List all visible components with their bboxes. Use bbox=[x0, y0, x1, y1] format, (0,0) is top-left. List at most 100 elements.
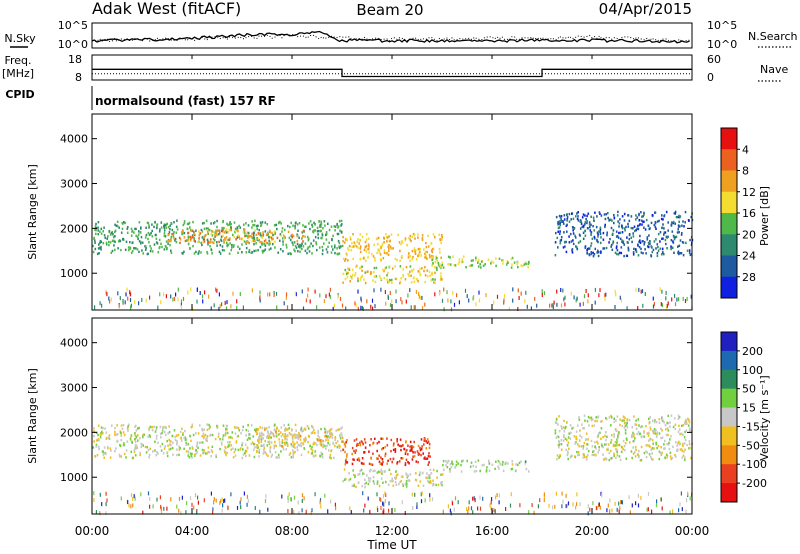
scatter-cell bbox=[560, 238, 563, 242]
scatter-cell bbox=[441, 481, 443, 484]
scatter-cell bbox=[183, 231, 186, 235]
scatter-cell bbox=[610, 424, 612, 427]
scatter-cell bbox=[116, 439, 119, 443]
scatter-cell bbox=[414, 237, 416, 240]
scatter-cell bbox=[288, 453, 291, 456]
scatter-cell bbox=[657, 232, 660, 236]
scatter-cell bbox=[120, 455, 123, 458]
scatter-cell bbox=[328, 292, 330, 297]
scatter-cell bbox=[674, 236, 677, 239]
scatter-cell bbox=[252, 448, 255, 452]
scatter-cell bbox=[384, 267, 386, 270]
scatter-cell bbox=[663, 231, 666, 234]
scatter-cell bbox=[351, 446, 354, 450]
scatter-cell bbox=[357, 481, 360, 484]
scatter-cell bbox=[298, 433, 301, 436]
scatter-cell bbox=[593, 219, 595, 222]
scatter-cell bbox=[97, 445, 100, 449]
scatter-cell bbox=[120, 248, 122, 252]
scatter-cell bbox=[210, 306, 212, 311]
scatter-cell bbox=[611, 219, 613, 222]
scatter-cell bbox=[587, 415, 590, 419]
scatter-cell bbox=[658, 450, 661, 453]
scatter-cell bbox=[434, 271, 436, 275]
scatter-cell bbox=[187, 443, 190, 446]
scatter-cell bbox=[138, 221, 141, 224]
scatter-cell bbox=[262, 231, 264, 234]
scatter-cell bbox=[643, 243, 645, 246]
scatter-cell bbox=[379, 245, 382, 248]
scatter-cell bbox=[250, 251, 252, 254]
scatter-cell bbox=[568, 235, 570, 238]
scatter-cell bbox=[248, 241, 250, 245]
scatter-cell bbox=[591, 445, 594, 448]
scatter-cell bbox=[680, 432, 683, 435]
scatter-cell bbox=[337, 239, 340, 243]
scatter-cell bbox=[564, 427, 566, 430]
scatter-cell bbox=[667, 301, 669, 306]
scatter-cell bbox=[345, 257, 347, 261]
scatter-cell bbox=[625, 421, 627, 424]
scatter-cell bbox=[592, 501, 594, 506]
scatter-cell bbox=[411, 458, 414, 461]
scatter-cell bbox=[377, 508, 379, 512]
scatter-cell bbox=[245, 246, 248, 250]
scatter-cell bbox=[641, 240, 644, 243]
scatter-cell bbox=[441, 261, 444, 264]
scatter-cell bbox=[512, 287, 514, 292]
scatter-cell bbox=[429, 493, 431, 498]
scatter-cell bbox=[359, 238, 361, 242]
scatter-cell bbox=[638, 449, 640, 453]
scatter-cell bbox=[406, 244, 408, 247]
scatter-cell bbox=[564, 295, 566, 300]
nsky-series-line bbox=[91, 30, 690, 44]
scatter-cell bbox=[286, 428, 288, 431]
scatter-cell bbox=[589, 416, 591, 420]
scatter-cell bbox=[622, 415, 625, 418]
scatter-cell bbox=[413, 280, 416, 283]
scatter-cell bbox=[578, 439, 581, 442]
colorbar-swatch bbox=[721, 128, 737, 150]
scatter-cell bbox=[269, 240, 272, 244]
scatter-cell bbox=[619, 458, 622, 462]
scatter-cell bbox=[216, 241, 218, 244]
scatter-cell bbox=[254, 239, 256, 243]
scatter-cell bbox=[288, 427, 291, 430]
scatter-cell bbox=[616, 448, 618, 452]
scatter-cell bbox=[390, 438, 393, 442]
scatter-cell bbox=[127, 246, 130, 249]
scatter-cell bbox=[439, 251, 441, 254]
scatter-cell bbox=[380, 277, 383, 281]
scatter-cell bbox=[344, 241, 346, 244]
scatter-cell bbox=[367, 496, 369, 501]
scatter-cell bbox=[682, 296, 684, 301]
scatter-cell bbox=[437, 483, 440, 487]
scatter-cell bbox=[674, 423, 677, 426]
scatter-cell bbox=[296, 223, 299, 226]
scatter-cell bbox=[690, 430, 692, 433]
scatter-cell bbox=[345, 455, 348, 458]
scatter-cell bbox=[187, 239, 189, 242]
scatter-cell bbox=[423, 248, 425, 251]
scatter-cell bbox=[359, 469, 361, 473]
scatter-cell bbox=[417, 233, 419, 236]
scatter-cell bbox=[229, 237, 231, 240]
scatter-cell bbox=[202, 299, 204, 304]
scatter-cell bbox=[192, 447, 194, 450]
scatter-cell bbox=[191, 234, 194, 237]
scatter-cell bbox=[559, 454, 561, 457]
scatter-cell bbox=[494, 467, 496, 471]
scatter-cell bbox=[332, 234, 334, 238]
scatter-cell bbox=[166, 451, 169, 454]
scatter-cell bbox=[449, 463, 452, 466]
scatter-cell bbox=[460, 463, 462, 467]
scatter-cell bbox=[341, 436, 344, 440]
scatter-cell bbox=[386, 462, 388, 465]
scatter-cell bbox=[381, 448, 383, 451]
scatter-cell bbox=[686, 443, 688, 447]
scatter-cell bbox=[679, 225, 681, 228]
scatter-cell bbox=[302, 240, 304, 243]
scatter-cell bbox=[222, 228, 224, 231]
scatter-cell bbox=[630, 215, 633, 218]
